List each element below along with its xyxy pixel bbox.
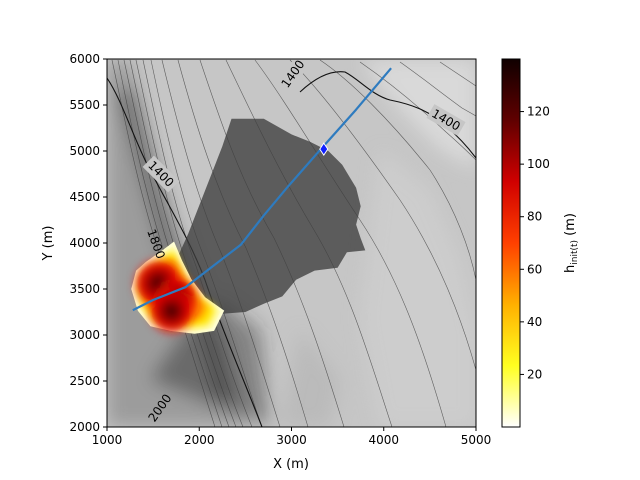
diamond-marker xyxy=(319,142,329,157)
deposit-zone xyxy=(171,118,366,315)
x-tick-label: 4000 xyxy=(368,433,399,447)
y-tick-label: 6000 xyxy=(69,52,100,66)
y-tick-label: 4000 xyxy=(69,236,100,250)
colorbar-label: hinit(t) (m) xyxy=(563,213,580,273)
x-tick-label: 1000 xyxy=(92,433,123,447)
x-tick-label: 5000 xyxy=(461,433,492,447)
y-tick-label: 2000 xyxy=(69,420,100,434)
y-axis-label: Y (m) xyxy=(41,226,56,262)
colorbar-tick-label: 40 xyxy=(527,315,542,329)
colorbar-tick-label: 120 xyxy=(527,105,550,119)
colorbar-tick-label: 80 xyxy=(527,210,542,224)
y-tick-label: 5500 xyxy=(69,98,100,112)
y-tick-label: 2500 xyxy=(69,374,100,388)
x-tick-label: 2000 xyxy=(184,433,215,447)
colorbar-ticks: 20 40 60 80 100 120 xyxy=(520,105,550,381)
flow-path-line xyxy=(132,67,392,312)
colorbar: 20 40 60 80 100 120 hinit(t) (m) xyxy=(501,58,580,428)
colorbar-tick-label: 20 xyxy=(527,367,542,381)
y-tick-label: 4500 xyxy=(69,190,100,204)
x-axis-ticks: 1000 2000 3000 4000 5000 xyxy=(92,427,492,447)
y-axis-ticks: 2000 2500 3000 3500 4000 4500 5000 5500 6000 xyxy=(69,52,107,434)
colorbar-tick-label: 60 xyxy=(527,262,542,276)
colorbar-bar xyxy=(501,58,521,428)
major-contour-lines xyxy=(107,71,476,427)
map-plot-area: 1400 1400 1400 1800 2000 xyxy=(107,59,476,427)
x-axis-label: X (m) xyxy=(273,457,309,472)
y-tick-label: 3000 xyxy=(69,328,100,342)
colorbar-tick-label: 100 xyxy=(527,157,550,171)
y-tick-label: 3500 xyxy=(69,282,100,296)
y-tick-label: 5000 xyxy=(69,144,100,158)
x-tick-label: 3000 xyxy=(276,433,307,447)
